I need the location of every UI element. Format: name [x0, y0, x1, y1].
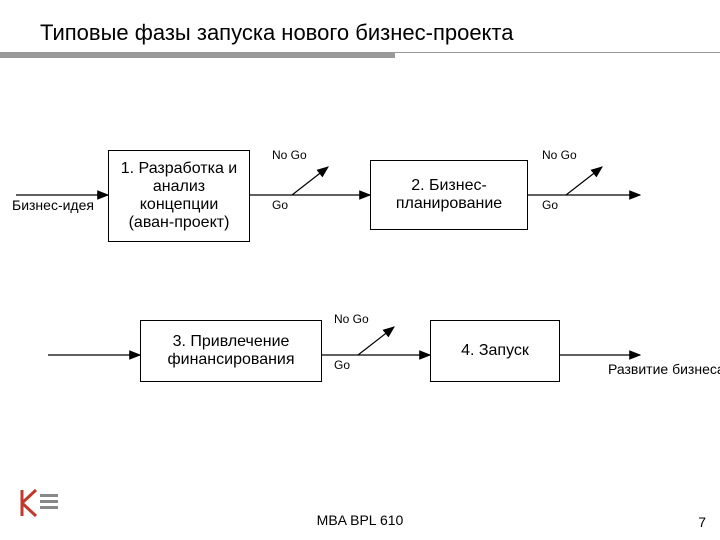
phase-box-1: 1. Разработка и анализ концепции (аван-п…: [108, 150, 250, 242]
diagram-canvas: [0, 0, 720, 540]
page-number: 7: [698, 514, 706, 530]
output-label: Развитие бизнеса: [608, 361, 720, 377]
phase-box-4: 4. Запуск: [430, 320, 560, 382]
input-label: Бизнес-идея: [12, 197, 94, 213]
nogo-label-2: No Go: [542, 148, 577, 162]
phase-box-2: 2. Бизнес-планирование: [370, 160, 528, 230]
go-label-2: Go: [542, 198, 558, 212]
phase-box-3: 3. Привлечение финансирования: [140, 320, 322, 382]
nogo-label-3: No Go: [334, 312, 369, 326]
go-label-3: Go: [334, 358, 350, 372]
footer-text: MBA BPL 610: [0, 512, 720, 528]
nogo-label-1: No Go: [272, 148, 307, 162]
logo: [18, 486, 62, 522]
go-label-1: Go: [272, 198, 288, 212]
